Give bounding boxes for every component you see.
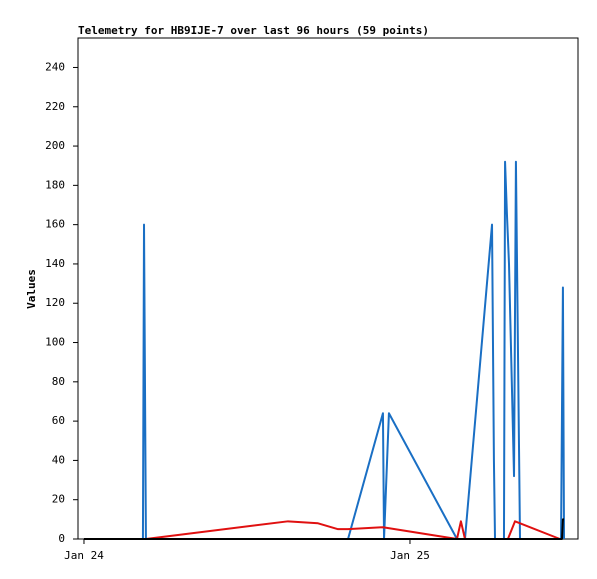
y-tick-label: 220	[45, 100, 65, 113]
y-tick-label: 40	[52, 453, 65, 466]
y-tick-label: 60	[52, 414, 65, 427]
y-tick-label: 120	[45, 296, 65, 309]
x-tick-label: Jan 24	[64, 549, 104, 562]
series-line	[83, 518, 565, 540]
y-tick-label: 160	[45, 218, 65, 231]
y-tick-label: 80	[52, 375, 65, 388]
y-tick-label: 20	[52, 493, 65, 506]
y-axis-label: Values	[25, 269, 38, 309]
x-tick-label: Jan 25	[390, 549, 430, 562]
y-tick-label: 0	[58, 532, 65, 545]
y-tick-label: 240	[45, 60, 65, 73]
chart-title: Telemetry for HB9IJE-7 over last 96 hour…	[78, 24, 429, 37]
y-tick-label: 180	[45, 178, 65, 191]
y-tick-label: 140	[45, 257, 65, 270]
y-tick-label: 200	[45, 139, 65, 152]
y-tick-label: 100	[45, 336, 65, 349]
plot-area	[77, 37, 579, 540]
